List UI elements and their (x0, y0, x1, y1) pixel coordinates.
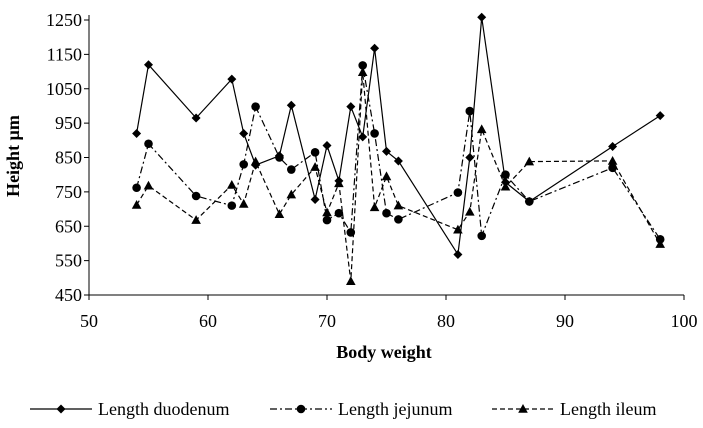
data-point (275, 153, 284, 162)
y-tick-label: 950 (55, 113, 82, 133)
y-tick-label: 1050 (46, 79, 82, 99)
data-point (394, 215, 403, 224)
data-point (393, 200, 404, 210)
data-point (144, 139, 153, 149)
data-point (369, 202, 380, 212)
data-point (132, 183, 141, 193)
data-point (322, 207, 332, 217)
data-point (358, 132, 368, 142)
y-tick-label: 850 (55, 148, 82, 168)
y-tick-label: 1250 (46, 10, 82, 30)
data-point (310, 162, 320, 171)
data-point (239, 128, 249, 138)
x-tick-label: 60 (199, 311, 217, 331)
data-point (465, 106, 475, 116)
x-tick-label: 80 (437, 311, 455, 331)
data-point (370, 129, 379, 138)
legend-label: Length jejunum (338, 399, 452, 419)
data-point (310, 148, 320, 157)
legend-marker (296, 404, 306, 414)
y-tick-label: 750 (55, 182, 82, 202)
data-point (501, 170, 510, 179)
y-tick-label: 550 (55, 251, 82, 271)
series-line (136, 65, 661, 240)
legend-item-0: Length duodenum (30, 399, 229, 419)
data-point (131, 199, 142, 209)
data-point (382, 146, 391, 156)
data-point (524, 156, 535, 166)
data-point (655, 111, 665, 121)
legend-item-1: Length jejunum (270, 399, 452, 419)
data-point (357, 67, 368, 77)
data-point (334, 178, 344, 188)
data-point (655, 239, 665, 248)
data-point (465, 153, 475, 162)
data-point (358, 61, 368, 70)
data-point (453, 188, 463, 197)
data-point (608, 142, 618, 151)
data-point (286, 100, 296, 110)
data-point (477, 12, 487, 22)
x-tick-label: 100 (671, 311, 698, 331)
x-tick-label: 90 (556, 311, 574, 331)
data-point (607, 155, 618, 165)
y-tick-label: 1150 (47, 44, 82, 64)
data-point (382, 208, 391, 218)
data-point (334, 208, 344, 218)
legend: Length duodenum Length jejunum Length ileu… (30, 399, 656, 419)
data-point (393, 156, 403, 166)
series-2 (131, 67, 665, 286)
data-point (250, 156, 261, 166)
data-point (227, 201, 237, 210)
series-1 (132, 61, 665, 244)
legend-item-2: Length ileum (492, 399, 656, 419)
y-tick-label: 650 (55, 216, 82, 236)
data-point (287, 165, 296, 174)
data-point (370, 43, 380, 53)
data-point (465, 206, 475, 216)
data-point (346, 276, 356, 286)
data-point (476, 124, 487, 134)
axes (84, 15, 685, 300)
x-axis-title: Body weight (336, 342, 432, 362)
data-point (191, 215, 201, 224)
data-point (346, 102, 356, 112)
x-tick-label: 70 (318, 311, 336, 331)
data-point (525, 197, 534, 206)
y-axis-title: Height µm (3, 115, 23, 197)
data-point (191, 113, 201, 123)
legend-label: Length duodenum (98, 399, 229, 419)
data-point (132, 128, 142, 138)
data-point (477, 231, 487, 241)
plot-area (131, 12, 665, 286)
data-point (500, 181, 511, 191)
data-point (191, 191, 201, 201)
data-point (239, 160, 248, 169)
tick-labels: 450 550 650 750 850 950 1050 1150 1250 50 60 70 80 90… (46, 10, 698, 331)
data-point (381, 171, 392, 181)
data-point (144, 60, 153, 70)
data-point (453, 224, 463, 234)
data-point (286, 189, 297, 199)
series-line (136, 72, 661, 282)
data-point (227, 180, 237, 189)
data-point (274, 209, 285, 219)
data-point (322, 140, 332, 150)
legend-marker (518, 404, 528, 413)
data-point (453, 249, 463, 259)
data-point (322, 215, 332, 225)
data-point (227, 74, 237, 84)
data-point (143, 180, 154, 190)
data-point (238, 198, 249, 208)
y-tick-label: 450 (55, 285, 82, 305)
data-point (251, 102, 260, 111)
data-point (310, 194, 320, 204)
x-tick-label: 50 (80, 311, 98, 331)
legend-marker (56, 404, 66, 414)
legend-label: Length ileum (560, 399, 656, 419)
data-point (608, 163, 617, 173)
